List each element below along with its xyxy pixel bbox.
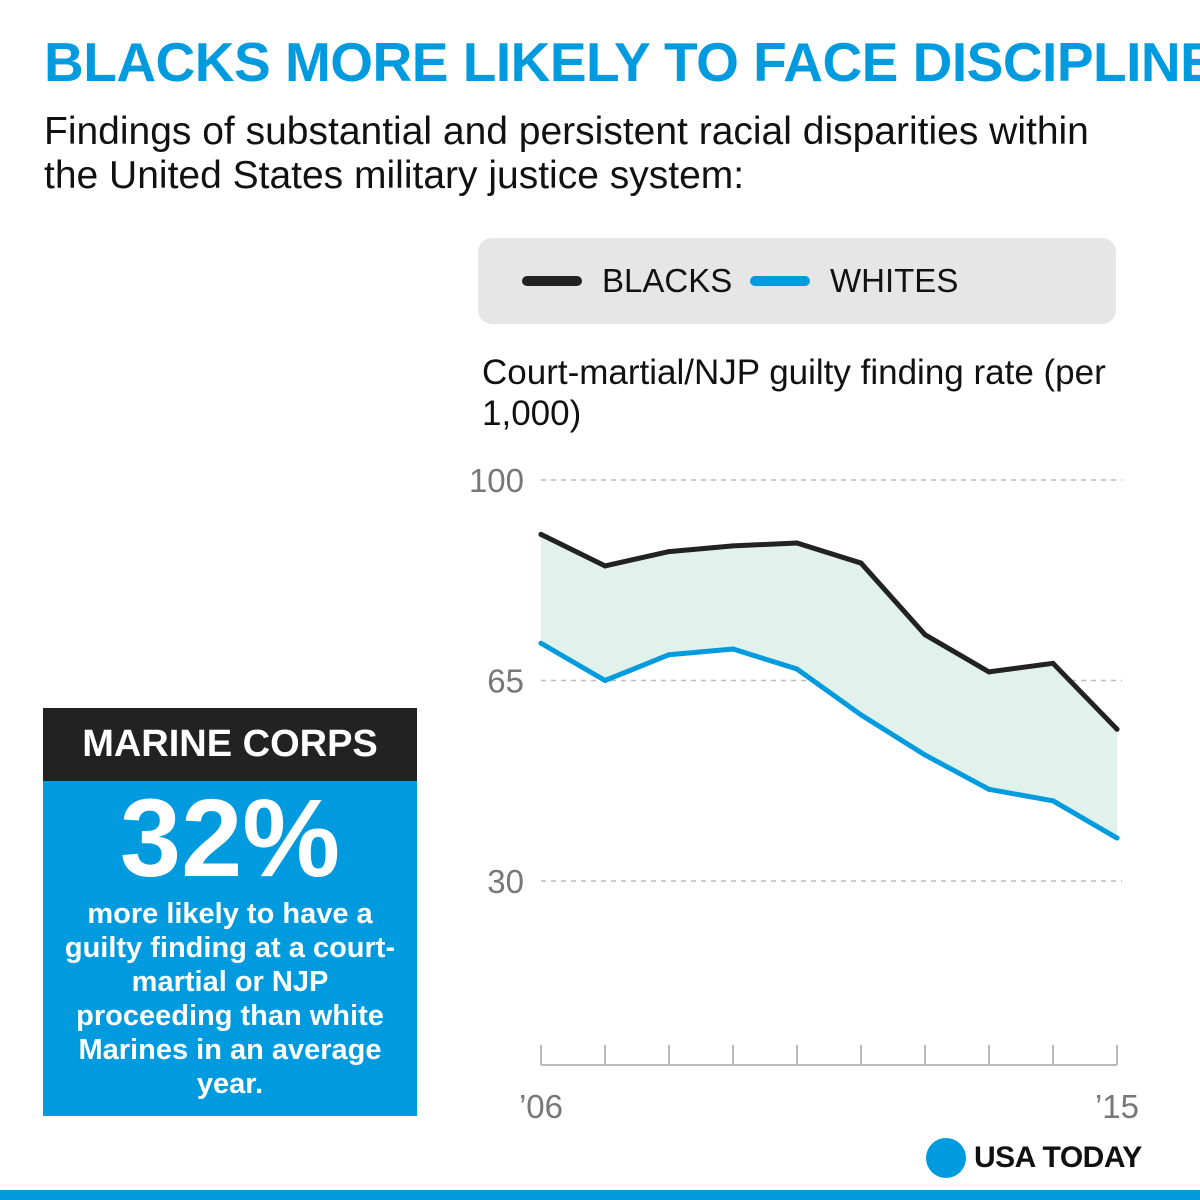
data-point-blacks-2013 [986,669,992,675]
data-point-whites-2015 [1114,835,1120,841]
legend-item-blacks: BLACKS [522,238,732,324]
data-point-blacks-2015 [1114,726,1120,732]
callout-heading-bar: MARINE CORPS [43,708,417,781]
series-line-whites [538,640,1120,841]
data-point-whites-2007 [602,678,608,683]
legend-swatch-whites [750,276,810,286]
data-point-whites-2014 [1050,798,1056,804]
data-point-blacks-2011 [858,560,864,566]
data-point-whites-2013 [986,786,992,792]
series-line-blacks [538,531,1120,732]
callout-heading: MARINE CORPS [82,723,378,765]
y-tick-label-30: 30 [487,863,524,900]
legend-swatch-blacks [522,276,582,286]
bottom-accent-bar [0,1190,1200,1200]
callout-big-number: 32% [119,777,341,900]
legend-item-whites: WHITES [750,238,958,324]
chart-y-axis-title: Court-martial/NJP guilty finding rate (p… [482,353,1106,433]
data-point-whites-2012 [922,752,928,758]
usa-today-logo: USA TODAY [926,1138,1142,1178]
chart-legend: BLACKS WHITES [478,238,1116,324]
data-point-blacks-2014 [1050,660,1056,666]
data-point-blacks-2008 [666,549,672,555]
data-point-whites-2011 [858,712,864,718]
data-point-blacks-2009 [730,543,736,549]
page-subtitle: Findings of substantial and persistent r… [44,110,1089,197]
data-point-whites-2006 [538,640,544,646]
data-point-whites-2010 [794,666,800,672]
gap-shaded-area [541,534,1117,839]
y-tick-label-100: 100 [469,462,524,499]
x-tick-label-first: ’06 [519,1088,563,1125]
logo-text: USA TODAY [974,1141,1142,1174]
callout-text: more likely to have a guilty finding at … [64,898,396,1100]
data-point-blacks-2010 [794,540,800,546]
data-point-blacks-2006 [538,531,544,537]
data-point-blacks-2012 [922,632,928,638]
data-point-blacks-2007 [602,563,608,569]
y-tick-label-65: 65 [487,663,524,700]
callout-body: 32% more likely to have a guilty finding… [43,781,417,1116]
x-tick-label-last: ’15 [1095,1088,1139,1125]
marine-corps-callout: MARINE CORPS 32% more likely to have a g… [43,708,417,1116]
logo-dot-icon [926,1138,966,1178]
legend-label-blacks: BLACKS [602,262,733,299]
page-title: BLACKS MORE LIKELY TO FACE DISCIPLINE [44,31,1200,93]
data-point-whites-2009 [730,646,736,652]
data-point-whites-2008 [666,652,672,658]
legend-label-whites: WHITES [830,262,959,299]
